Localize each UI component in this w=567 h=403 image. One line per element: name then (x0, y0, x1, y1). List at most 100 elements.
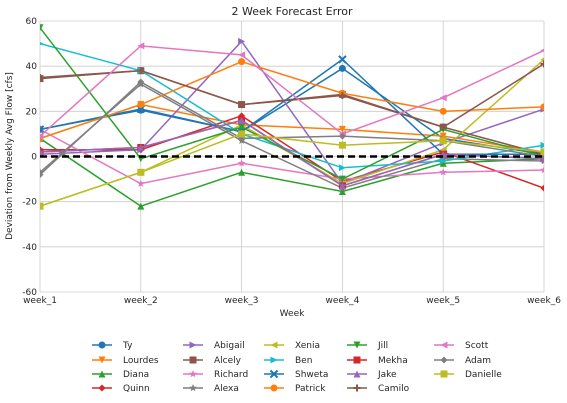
data-point (40, 41, 44, 46)
data-point (238, 116, 246, 124)
data-point (439, 123, 447, 131)
data-point (338, 164, 346, 172)
y-tick-label: 0 (31, 153, 37, 163)
series-line (40, 63, 544, 128)
x-tick-label: week_5 (426, 296, 460, 306)
legend-marker (189, 356, 197, 364)
legend-label: Alcely (214, 356, 242, 366)
x-tick-label: week_1 (23, 296, 57, 306)
data-point (40, 125, 45, 134)
data-point (238, 58, 246, 66)
data-point (338, 175, 346, 183)
series-line (40, 58, 544, 155)
data-point (137, 42, 145, 50)
data-point (540, 166, 544, 174)
legend-item-ty: Ty (92, 341, 133, 351)
series-camilo (40, 60, 544, 131)
series-line (40, 119, 544, 187)
x-tick-label: week_3 (225, 296, 259, 306)
legend-label: Abigail (214, 341, 245, 351)
series-line (40, 42, 544, 169)
legend-item-abigail: Abigail (183, 341, 245, 351)
legend-label: Ben (295, 356, 312, 366)
series-line (40, 60, 544, 140)
legend-item-shweta: Shweta (264, 369, 328, 380)
data-point (137, 78, 145, 86)
legend-marker (189, 341, 197, 349)
legend-item-lourdes: Lourdes (92, 356, 159, 366)
data-point (137, 202, 145, 210)
legend-label: Mekha (378, 356, 408, 366)
legend-item-scott: Scott (434, 341, 489, 351)
series-line (40, 128, 544, 185)
series-line (40, 133, 544, 207)
data-point (439, 137, 447, 145)
data-point (338, 141, 346, 149)
data-point (40, 73, 44, 81)
data-point (338, 64, 346, 72)
legend-item-mekha: Mekha (347, 356, 408, 366)
data-point (338, 188, 346, 196)
axis-tick-labels: -60 -40 -20 0 20 40 60 week_1 week_2 week_3 week_4… (22, 17, 561, 306)
series-line (40, 40, 544, 185)
data-point (439, 154, 448, 163)
legend-marker (440, 356, 448, 364)
legend-marker (270, 341, 278, 349)
data-point (540, 184, 544, 192)
data-point (439, 107, 447, 115)
legend-item-quinn: Quinn (92, 384, 150, 394)
legend-marker (269, 369, 279, 379)
data-point (40, 202, 44, 210)
data-point (338, 125, 346, 133)
legend-label: Jill (377, 341, 388, 351)
legend-label: Patrick (295, 384, 326, 394)
legend-marker (189, 369, 197, 378)
legend-marker (98, 370, 106, 378)
legend-marker (189, 383, 197, 392)
legend-label: Quinn (123, 384, 150, 394)
series-jake (40, 116, 544, 190)
series-line (40, 137, 544, 208)
legend-label: Diana (123, 370, 149, 380)
y-tick-label: -60 (22, 288, 37, 298)
y-tick-label: -40 (22, 243, 37, 253)
legend-item-alexa: Alexa (183, 383, 239, 394)
series-lines (40, 24, 544, 210)
legend-item-diana: Diana (92, 370, 149, 380)
legend-label: Alexa (214, 384, 239, 394)
data-point (439, 132, 447, 140)
data-point (238, 101, 246, 109)
y-tick-label: 60 (26, 17, 38, 27)
legend-item-camilo: Camilo (347, 384, 410, 394)
data-point (338, 55, 347, 64)
legend-label: Lourdes (123, 356, 159, 366)
legend-label: Ty (122, 341, 133, 351)
data-point (137, 67, 145, 75)
data-point (540, 103, 544, 111)
legend-marker (353, 356, 361, 364)
series-line (40, 45, 544, 137)
legend-marker (353, 341, 361, 349)
legend-item-xenia: Xenia (264, 341, 320, 351)
legend-marker (270, 384, 278, 392)
data-point (540, 57, 544, 62)
series-scott (40, 42, 544, 140)
data-point (40, 75, 44, 83)
legend-label: Xenia (295, 341, 320, 351)
legend-item-richard: Richard (183, 369, 248, 380)
legend-marker (98, 341, 106, 349)
data-point (439, 159, 447, 167)
data-point (137, 101, 145, 109)
legend-label: Adam (465, 356, 491, 366)
data-point (40, 171, 44, 179)
y-axis-title: Deviation from Weekly Avg Flow [cfs] (5, 72, 15, 240)
y-tick-label: 20 (26, 107, 38, 117)
legend-marker (353, 384, 361, 392)
legend-label: Camilo (378, 384, 410, 394)
data-point (238, 123, 246, 131)
data-point (238, 168, 246, 176)
data-point (338, 182, 346, 190)
legend-item-patrick: Patrick (264, 384, 326, 394)
data-point (238, 51, 246, 59)
